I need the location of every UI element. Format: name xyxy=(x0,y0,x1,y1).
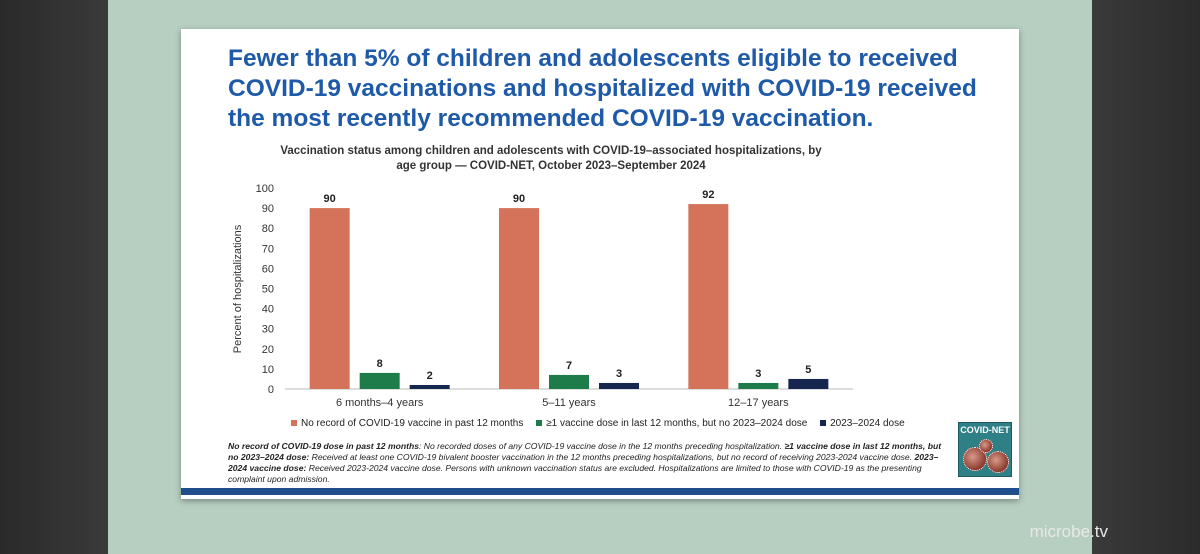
left-letterbox xyxy=(0,0,108,554)
bar xyxy=(309,208,350,389)
x-axis-categories: 6 months–4 years 5–11 years 12–17 years xyxy=(336,397,789,409)
legend-label: No record of COVID-19 vaccine in past 12… xyxy=(301,418,524,429)
bar-value-label: 92 xyxy=(702,189,714,201)
footnote-term: No record of COVID-19 dose in past 12 mo… xyxy=(228,441,420,451)
bar-value-label: 90 xyxy=(513,193,525,205)
footnote: No record of COVID-19 dose in past 12 mo… xyxy=(228,441,948,485)
legend-item-2023-2024-dose: 2023–2024 dose xyxy=(820,418,905,429)
virus-icon xyxy=(987,451,1009,473)
legend-swatch xyxy=(291,420,297,427)
chart-title: Vaccination status among children and ad… xyxy=(280,145,822,172)
legend-item-one-dose: ≥1 vaccine dose in last 12 months, but n… xyxy=(536,418,807,429)
x-category-label: 5–11 years xyxy=(542,397,596,409)
bar xyxy=(599,382,639,389)
y-tick-label: 70 xyxy=(262,243,274,255)
slide-title: Fewer than 5% of children and adolescent… xyxy=(228,45,977,132)
y-tick-label: 10 xyxy=(262,364,274,376)
footnote-text: Received at least one COVID-19 bivalent … xyxy=(309,452,913,462)
virus-icon xyxy=(963,447,987,471)
bar-value-label: 8 xyxy=(377,358,383,370)
legend-label: 2023–2024 dose xyxy=(830,418,905,429)
x-category-label: 6 months–4 years xyxy=(336,397,424,409)
virus-icon xyxy=(979,439,993,453)
y-tick-label: 40 xyxy=(262,304,274,316)
y-axis-ticks: 0 10 20 30 40 50 60 70 80 90 100 xyxy=(256,183,274,396)
y-tick-label: 20 xyxy=(262,344,274,356)
right-letterbox xyxy=(1092,0,1200,554)
y-tick-label: 0 xyxy=(268,384,274,396)
bar-value-label: 2 xyxy=(427,370,433,382)
footnote-term: 2023–2024 vaccine dose: xyxy=(228,452,939,473)
legend-swatch xyxy=(536,420,543,427)
y-tick-label: 30 xyxy=(262,324,274,336)
chart-legend: No record of COVID-19 vaccine in past 12… xyxy=(291,418,915,429)
y-axis-label: Percent of hospitalizations xyxy=(232,224,244,353)
presentation-slide: Fewer than 5% of children and adolescent… xyxy=(181,29,1019,499)
covid-net-logo: COVID-NET xyxy=(958,422,1012,477)
y-tick-label: 50 xyxy=(262,284,274,296)
bar-value-label: 3 xyxy=(755,368,761,380)
slide-footer-bar xyxy=(181,488,1019,495)
bar xyxy=(788,378,829,389)
footnote-text: : No recorded doses of any COVID-19 vacc… xyxy=(419,441,783,451)
legend-item-no-record: No record of COVID-19 vaccine in past 12… xyxy=(291,418,523,429)
bar xyxy=(499,208,539,389)
y-tick-label: 60 xyxy=(262,263,274,275)
legend-swatch xyxy=(820,420,827,427)
footnote-text: Received 2023-2024 vaccine dose. Persons… xyxy=(228,463,922,484)
bar xyxy=(359,372,400,389)
y-tick-label: 90 xyxy=(262,203,274,215)
bar xyxy=(738,382,779,389)
bar-value-label: 90 xyxy=(324,193,336,205)
y-tick-label: 80 xyxy=(262,223,274,235)
bars: 90 8 2 90 7 3 92 3 5 xyxy=(309,189,829,389)
bar-value-label: 3 xyxy=(616,368,622,380)
bar-value-label: 7 xyxy=(566,360,572,372)
footnote-term: ≥1 vaccine dose in last 12 months, but n… xyxy=(228,441,942,462)
bar xyxy=(409,384,450,389)
legend-label: ≥1 vaccine dose in last 12 months, but n… xyxy=(546,418,808,429)
bar-value-label: 5 xyxy=(805,364,811,376)
bar xyxy=(688,204,729,389)
watermark-text: microbe.tv xyxy=(1029,522,1108,541)
logo-text: COVID-NET xyxy=(960,425,1010,435)
x-category-label: 12–17 years xyxy=(728,397,789,409)
bar xyxy=(549,374,589,389)
y-tick-label: 100 xyxy=(256,183,274,195)
bar-chart: 0 10 20 30 40 50 60 70 80 90 100 90 8 2 90 7 3 92 3 5 6 mo… xyxy=(232,183,853,409)
